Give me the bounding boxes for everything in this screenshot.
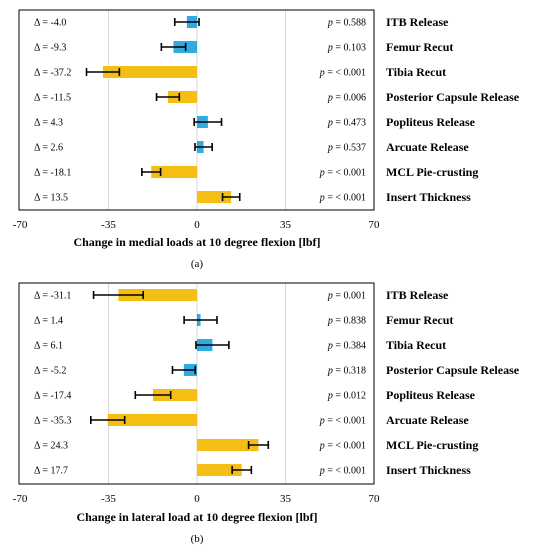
category-label: Insert Thickness xyxy=(386,463,471,477)
p-value-label: p = 0.006 xyxy=(327,93,366,104)
category-label: ITB Release xyxy=(386,15,449,29)
chart-panel-b: Δ = -31.1 p = 0.001 ITB Release Δ = 1.4 p = … xyxy=(13,282,520,545)
category-label: Popliteus Release xyxy=(386,115,476,129)
p-value-label: p = 0.103 xyxy=(327,43,366,54)
category-label: Tibia Recut xyxy=(386,338,446,352)
p-value-label: p = 0.012 xyxy=(327,391,366,402)
category-label: Arcuate Release xyxy=(386,413,469,427)
x-tick-label: 70 xyxy=(369,219,381,231)
category-label: Arcuate Release xyxy=(386,140,469,154)
delta-label: Δ = -4.0 xyxy=(34,18,66,29)
p-value-label: p = < 0.001 xyxy=(319,416,366,427)
p-value-label: p = 0.838 xyxy=(327,316,366,327)
p-value-label: p = 0.588 xyxy=(327,18,366,29)
category-label: Femur Recut xyxy=(386,40,453,54)
bar xyxy=(151,166,197,178)
bar xyxy=(167,91,197,103)
delta-label: Δ = 13.5 xyxy=(34,193,68,204)
chart-panel-a: Δ = -4.0 p = 0.588 ITB Release Δ = -9.3 p = … xyxy=(13,9,520,270)
delta-label: Δ = 24.3 xyxy=(34,441,68,452)
category-label: Posterior Capsule Release xyxy=(386,90,520,104)
x-tick-label: 0 xyxy=(194,493,200,505)
delta-label: Δ = -11.5 xyxy=(34,93,71,104)
x-tick-label: 0 xyxy=(194,219,200,231)
x-tick-label: -70 xyxy=(13,493,28,505)
category-label: MCL Pie-crusting xyxy=(386,165,478,179)
delta-label: Δ = 6.1 xyxy=(34,341,63,352)
delta-label: Δ = 17.7 xyxy=(34,466,68,477)
panel-label: (a) xyxy=(191,258,204,270)
delta-label: Δ = -17.4 xyxy=(34,391,71,402)
bar xyxy=(197,464,242,476)
x-axis-label: Change in medial loads at 10 degree flex… xyxy=(73,235,320,249)
category-label: MCL Pie-crusting xyxy=(386,438,478,452)
bar xyxy=(197,439,259,451)
delta-label: Δ = -37.2 xyxy=(34,68,71,79)
p-value-label: p = < 0.001 xyxy=(319,68,366,79)
plot-frame xyxy=(18,282,375,485)
p-value-label: p = 0.384 xyxy=(327,341,366,352)
x-tick-label: 35 xyxy=(280,219,292,231)
panel-label: (b) xyxy=(191,533,204,545)
delta-label: Δ = 4.3 xyxy=(34,118,63,129)
delta-label: Δ = -31.1 xyxy=(34,291,71,302)
x-tick-label: 35 xyxy=(280,493,292,505)
plot-frame xyxy=(18,9,375,211)
bar xyxy=(118,289,197,301)
p-value-label: p = 0.318 xyxy=(327,366,366,377)
bar xyxy=(153,389,197,401)
p-value-label: p = < 0.001 xyxy=(319,466,366,477)
delta-label: Δ = 1.4 xyxy=(34,316,63,327)
category-label: Popliteus Release xyxy=(386,388,476,402)
category-label: ITB Release xyxy=(386,288,449,302)
category-label: Femur Recut xyxy=(386,313,453,327)
x-axis-label: Change in lateral load at 10 degree flex… xyxy=(76,510,317,524)
delta-label: Δ = -5.2 xyxy=(34,366,66,377)
delta-label: Δ = -35.3 xyxy=(34,416,71,427)
category-label: Tibia Recut xyxy=(386,65,446,79)
x-tick-label: -70 xyxy=(13,219,28,231)
p-value-label: p = < 0.001 xyxy=(319,193,366,204)
bar xyxy=(107,414,197,426)
p-value-label: p = < 0.001 xyxy=(319,441,366,452)
x-tick-label: -35 xyxy=(101,219,116,231)
category-label: Insert Thickness xyxy=(386,190,471,204)
x-tick-label: -35 xyxy=(101,493,116,505)
p-value-label: p = 0.537 xyxy=(327,143,366,154)
p-value-label: p = < 0.001 xyxy=(319,168,366,179)
delta-label: Δ = -9.3 xyxy=(34,43,66,54)
p-value-label: p = 0.473 xyxy=(327,118,366,129)
category-label: Posterior Capsule Release xyxy=(386,363,520,377)
delta-label: Δ = 2.6 xyxy=(34,143,63,154)
delta-label: Δ = -18.1 xyxy=(34,168,71,179)
x-tick-label: 70 xyxy=(369,493,381,505)
p-value-label: p = 0.001 xyxy=(327,291,366,302)
bar xyxy=(102,66,197,78)
